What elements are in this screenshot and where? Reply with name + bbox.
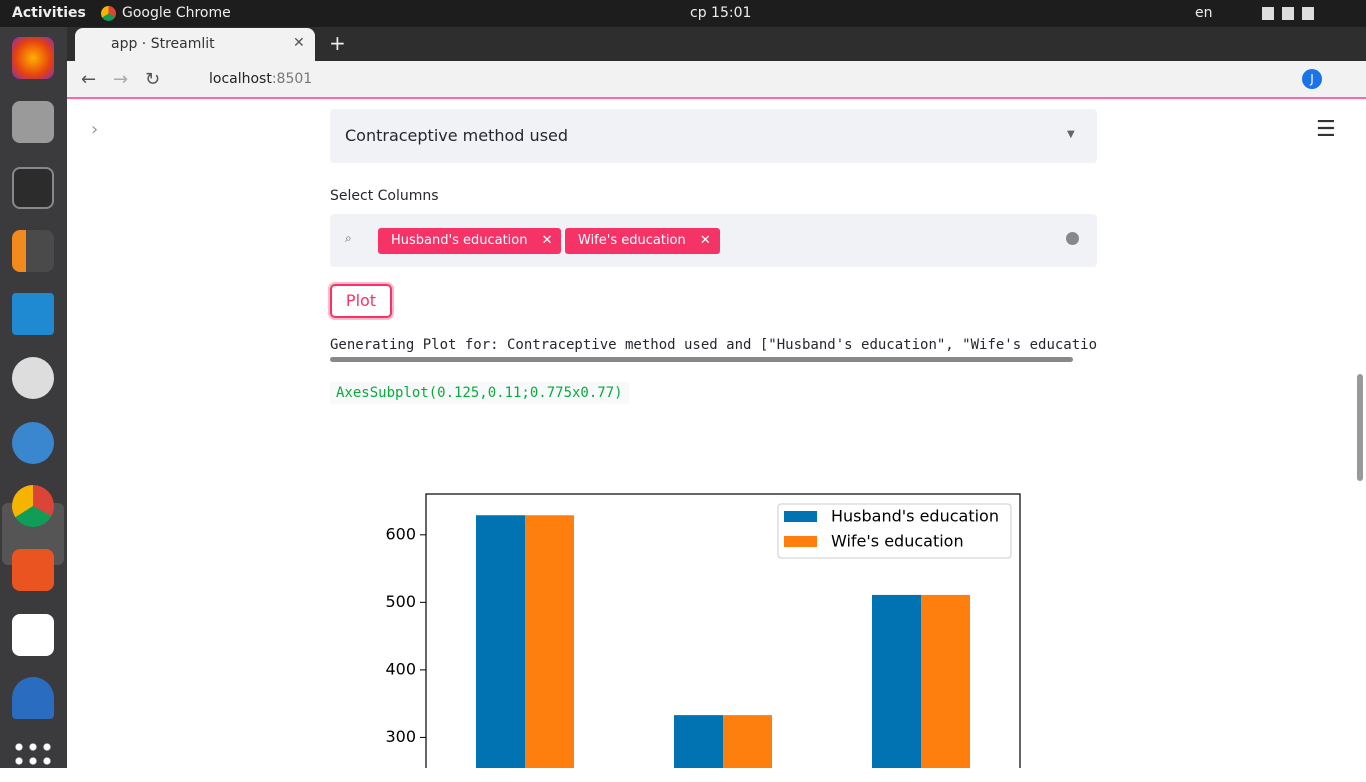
legend-label: Husband's education (831, 507, 999, 526)
terminal-icon[interactable] (12, 167, 54, 209)
sidebar-toggle[interactable]: › (91, 119, 99, 140)
url-port: :8501 (271, 71, 313, 87)
apps-grid[interactable] (12, 740, 54, 782)
plot-frame (425, 493, 1021, 768)
y-tick-label: 600 (385, 524, 416, 543)
clear-all[interactable] (1066, 232, 1079, 245)
dock (0, 27, 67, 782)
forward[interactable]: → (113, 69, 129, 90)
output-text: AxesSubplot(0.125,0.11;0.775x0.77) (330, 382, 629, 404)
bar (872, 594, 921, 768)
column-tag-label: Wife's education (578, 233, 686, 248)
chrome-dock-icon[interactable] (12, 485, 54, 527)
columns-label: Select Columns (330, 188, 439, 204)
legend-swatch (784, 536, 817, 547)
app-content: › ☰ Contraceptive method used ▼ Select C… (67, 99, 1366, 768)
multiselect[interactable]: ⌕ Husband's education ✕ Wife's education ✕ (330, 214, 1097, 267)
select-arrow: ▼ (1067, 129, 1075, 140)
column-tag-remove[interactable]: ✕ (541, 233, 553, 248)
clock[interactable]: cp 15:01 (690, 5, 752, 21)
chrome-icon (101, 6, 116, 21)
search-icon: ⌕ (345, 231, 352, 245)
profile[interactable]: J (1302, 69, 1322, 89)
address-bar: ← → ↻ localhost:8501 J (67, 61, 1366, 99)
system-bar: Activities Google Chrome cp 15:01 en (0, 0, 1366, 27)
chart: 300 400 500 600 Husband's education Wife's ed… (385, 493, 1021, 768)
firefox-icon[interactable] (12, 37, 54, 79)
thunderbird-icon[interactable] (12, 677, 54, 719)
status-icons[interactable] (1262, 7, 1322, 20)
column-tag[interactable]: Wife's education ✕ (565, 228, 720, 254)
language[interactable]: en (1195, 5, 1213, 21)
bar (476, 515, 525, 768)
h-scrollbar[interactable] (330, 357, 1073, 362)
v-scrollbar[interactable] (1357, 374, 1363, 481)
legend (777, 503, 1012, 559)
plot-button[interactable]: Plot (330, 284, 392, 318)
tab-strip: app · Streamlit ✕ + (67, 27, 1366, 61)
url-host: localhost (209, 71, 272, 87)
tab-title: app · Streamlit (111, 36, 215, 52)
software-icon[interactable] (12, 549, 54, 591)
legend-swatch (784, 511, 817, 522)
app-menu[interactable]: Google Chrome (122, 5, 231, 21)
back[interactable]: ← (81, 69, 97, 90)
column-tag-remove[interactable]: ✕ (699, 233, 711, 248)
column-tag-label: Husband's education (391, 233, 528, 248)
y-tick-label: 300 (385, 727, 416, 746)
select-box[interactable]: Contraceptive method used ▼ (330, 109, 1097, 163)
legend-label: Wife's education (831, 532, 964, 551)
bar (921, 594, 970, 768)
y-tick-label: 500 (385, 592, 416, 611)
activities[interactable]: Activities (12, 5, 86, 21)
help-icon[interactable] (12, 422, 54, 464)
menu[interactable]: ☰ (1316, 117, 1336, 142)
reload[interactable]: ↻ (145, 69, 161, 90)
tab-close[interactable]: ✕ (293, 35, 305, 51)
bar (674, 715, 723, 768)
status-text: Generating Plot for: Contraceptive metho… (330, 337, 1097, 353)
new-tab[interactable]: + (329, 31, 346, 55)
column-tag[interactable]: Husband's education ✕ (378, 228, 562, 254)
url[interactable]: localhost:8501 (209, 71, 312, 87)
bar (723, 715, 772, 768)
sublime-icon[interactable] (12, 230, 54, 272)
select-value: Contraceptive method used (345, 126, 569, 145)
tab[interactable]: app · Streamlit ✕ (75, 28, 315, 61)
amazon-icon[interactable] (12, 614, 54, 656)
bar (525, 515, 574, 768)
y-tick-label: 400 (385, 659, 416, 678)
vscode-icon[interactable] (12, 293, 54, 335)
speaker-icon[interactable] (12, 357, 54, 399)
files-icon[interactable] (12, 101, 54, 143)
